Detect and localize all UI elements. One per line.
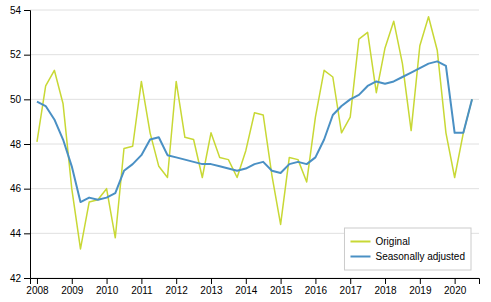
x-tick: 2016: [305, 278, 328, 296]
x-tick: 2010: [96, 278, 119, 296]
x-tick: 2011: [131, 278, 153, 296]
legend-label: Seasonally adjusted: [375, 251, 465, 262]
y-tick-mark: [24, 278, 30, 279]
x-tick: 2019: [409, 278, 432, 296]
x-tick-label: 2013: [200, 285, 223, 296]
x-tick: 2008: [26, 278, 49, 296]
y-tick-mark: [24, 144, 30, 145]
grid-line: [30, 10, 479, 11]
x-tick-label: 2015: [270, 285, 293, 296]
x-tick: 2015: [270, 278, 293, 296]
x-tick-mark: [176, 278, 177, 284]
grid-line: [30, 144, 479, 145]
x-tick: 2014: [235, 278, 258, 296]
legend-item: Original: [350, 236, 409, 247]
y-tick: 50: [10, 94, 30, 105]
x-tick: 2009: [61, 278, 84, 296]
y-tick: 44: [10, 228, 30, 239]
x-tick-label: 2020: [444, 285, 467, 296]
y-tick-mark: [24, 99, 30, 100]
x-tick-label: 2014: [235, 285, 258, 296]
x-tick: 2018: [374, 278, 397, 296]
x-tick-mark: [141, 278, 142, 284]
y-tick-label: 48: [10, 139, 22, 150]
y-tick-mark: [24, 233, 30, 234]
grid: [30, 10, 479, 278]
grid-line: [30, 188, 479, 189]
x-tick-label: 2018: [374, 285, 397, 296]
x-tick-mark: [385, 278, 386, 284]
x-tick-mark: [72, 278, 73, 284]
series-line: [37, 17, 472, 249]
legend: Original Seasonally adjusted: [344, 228, 471, 270]
x-tick-mark: [350, 278, 351, 284]
x-tick-mark: [246, 278, 247, 284]
x-tick: 2013: [200, 278, 223, 296]
legend-swatch: [350, 241, 370, 243]
legend-frame: [344, 228, 471, 270]
x-axis: 2008 2009 2010 2011 2012 2013 2014 2015 2016 2017…: [26, 278, 479, 296]
x-tick-mark: [281, 278, 282, 284]
y-tick-mark: [24, 55, 30, 56]
y-tick-label: 46: [10, 183, 22, 194]
y-tick-label: 50: [10, 94, 22, 105]
x-tick-mark: [107, 278, 108, 284]
legend-item: Seasonally adjusted: [350, 251, 465, 262]
x-tick-label: 2008: [26, 285, 49, 296]
x-axis-line: [31, 279, 480, 285]
x-tick-mark: [211, 278, 212, 284]
y-tick-label: 52: [10, 49, 22, 60]
x-tick-label: 2011: [131, 285, 153, 296]
legend-label: Original: [375, 236, 409, 247]
y-tick: 42: [10, 273, 30, 284]
x-tick: 2017: [340, 278, 363, 296]
x-tick-label: 2012: [166, 285, 189, 296]
y-tick-mark: [24, 10, 30, 11]
y-tick-label: 42: [10, 273, 22, 284]
y-axis-line: [24, 11, 31, 279]
x-tick-mark: [455, 278, 456, 284]
x-tick-mark: [420, 278, 421, 284]
y-axis: 42 44 46 48 50 52 54: [10, 5, 31, 284]
x-tick-mark: [315, 278, 316, 284]
x-tick-mark: [37, 278, 38, 284]
lines: [37, 17, 472, 249]
y-tick: 52: [10, 49, 30, 60]
plot: 2008 2009 2010 2011 2012 2013 2014 2015 2016 2017…: [10, 5, 480, 296]
x-tick: 2012: [166, 278, 189, 296]
x-tick-label: 2016: [305, 285, 328, 296]
x-tick-label: 2009: [61, 285, 84, 296]
x-tick-label: 2017: [340, 285, 363, 296]
y-tick-label: 44: [10, 228, 22, 239]
grid-line: [30, 99, 479, 100]
x-tick-label: 2010: [96, 285, 119, 296]
chart: 2008 2009 2010 2011 2012 2013 2014 2015 2016 2017…: [0, 0, 491, 302]
y-tick: 46: [10, 183, 30, 194]
y-tick-label: 54: [10, 5, 22, 16]
series-line: [37, 61, 472, 202]
x-tick-label: 2019: [409, 285, 432, 296]
grid-line: [30, 54, 479, 55]
y-tick: 54: [10, 5, 30, 16]
y-tick: 48: [10, 139, 30, 150]
x-tick: 2020: [444, 278, 467, 296]
y-tick-mark: [24, 189, 30, 190]
legend-swatch: [350, 256, 370, 258]
